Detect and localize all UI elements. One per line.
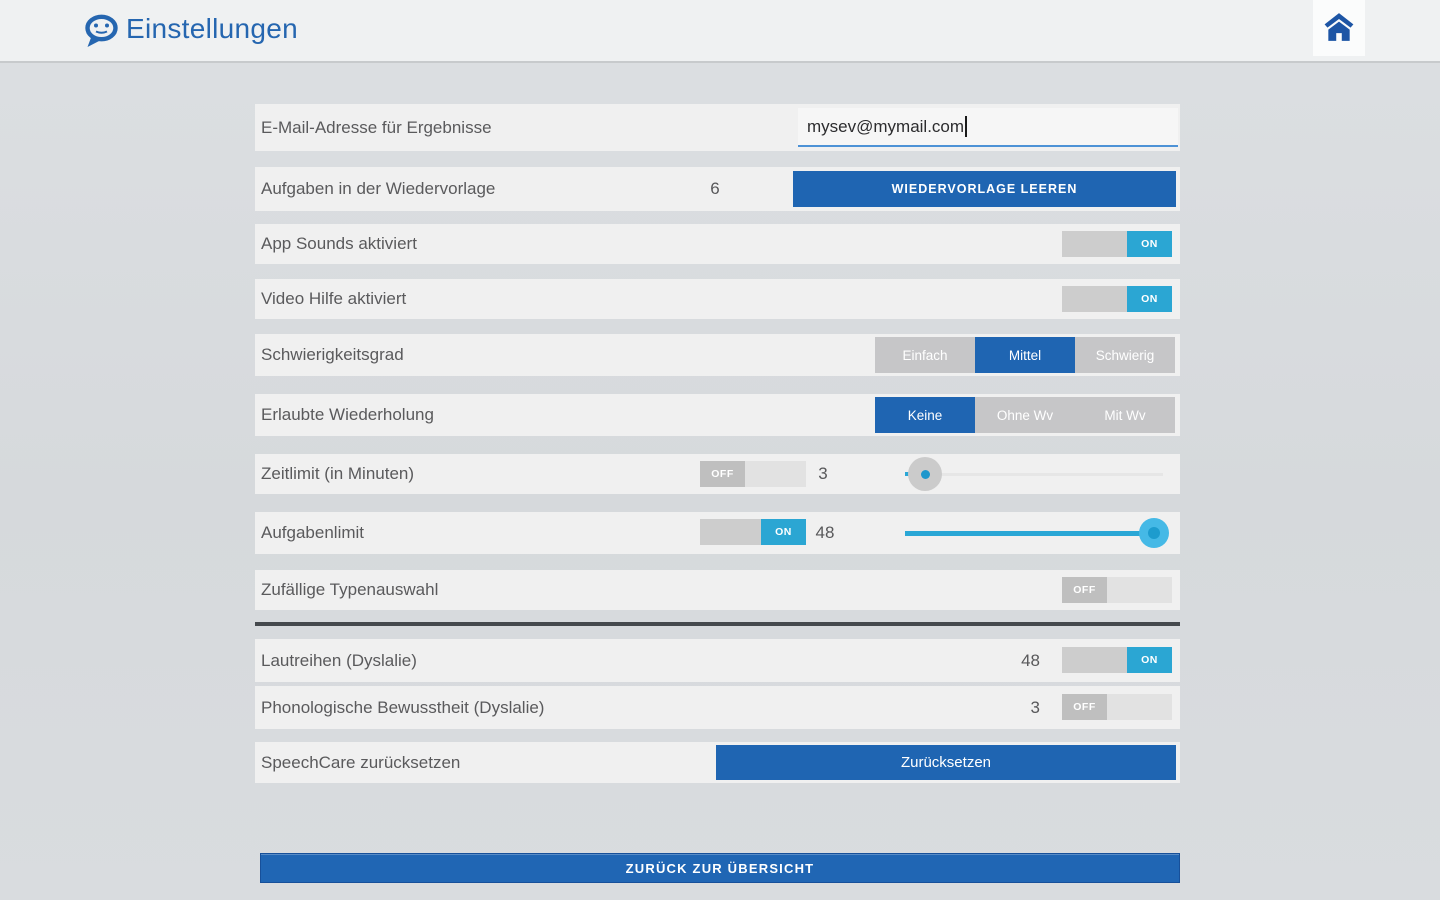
section-divider: [255, 622, 1180, 626]
zeitlimit-label: Zeitlimit (in Minuten): [261, 464, 415, 483]
slider-thumb[interactable]: [1139, 518, 1169, 548]
row-schwierigkeitsgrad: Schwierigkeitsgrad Einfach Mittel Schwie…: [255, 334, 1180, 376]
zeitlimit-toggle[interactable]: OFF: [700, 461, 806, 487]
aufgabenlimit-value: 48: [815, 523, 835, 542]
segment-mit-wv[interactable]: Mit Wv: [1075, 397, 1175, 433]
phonologische-bewusstheit-label: Phonologische Bewusstheit (Dyslalie): [261, 697, 545, 717]
toggle-state-label: ON: [1127, 231, 1172, 257]
row-video-hilfe: Video Hilfe aktiviert ON: [255, 279, 1180, 319]
toggle-state-label: OFF: [1062, 694, 1107, 720]
lautreihen-label: Lautreihen (Dyslalie): [261, 650, 417, 670]
segment-ohne-wv[interactable]: Ohne Wv: [975, 397, 1075, 433]
wiedervorlage-count: 6: [710, 179, 720, 198]
slider-fill: [905, 531, 1155, 536]
reset-label: SpeechCare zurücksetzen: [261, 752, 461, 772]
row-erlaubte-wiederholung: Erlaubte Wiederholung Keine Ohne Wv Mit …: [255, 394, 1180, 436]
phonologische-bewusstheit-toggle[interactable]: OFF: [1062, 694, 1172, 720]
row-phonologische-bewusstheit: Phonologische Bewusstheit (Dyslalie) 3 O…: [255, 686, 1180, 729]
zeitlimit-slider[interactable]: [905, 454, 1175, 494]
back-to-overview-button[interactable]: ZURÜCK ZUR ÜBERSICHT: [260, 853, 1180, 883]
segment-mittel[interactable]: Mittel: [975, 337, 1075, 373]
home-button[interactable]: [1313, 0, 1365, 56]
slider-track: [905, 473, 1163, 476]
email-value: mysev@mymail.com: [807, 116, 965, 136]
aufgabenlimit-label: Aufgabenlimit: [261, 523, 365, 542]
row-app-sounds: App Sounds aktiviert ON: [255, 224, 1180, 264]
text-caret: [965, 116, 968, 137]
slider-thumb[interactable]: [908, 457, 942, 491]
row-zeitlimit: Zeitlimit (in Minuten) OFF 3: [255, 454, 1180, 494]
app-sounds-toggle[interactable]: ON: [1062, 231, 1172, 257]
toggle-state-label: ON: [1127, 286, 1172, 312]
row-wiedervorlage: Aufgaben in der Wiedervorlage 6 WIEDERVO…: [255, 167, 1180, 211]
toggle-state-label: OFF: [1062, 577, 1107, 603]
app-sounds-label: App Sounds aktiviert: [261, 234, 417, 253]
row-aufgabenlimit: Aufgabenlimit ON 48: [255, 512, 1180, 554]
segment-einfach[interactable]: Einfach: [875, 337, 975, 373]
toggle-state-label: ON: [1127, 647, 1172, 673]
erlaubte-wiederholung-segmented: Keine Ohne Wv Mit Wv: [875, 397, 1175, 433]
lautreihen-toggle[interactable]: ON: [1062, 647, 1172, 673]
row-lautreihen: Lautreihen (Dyslalie) 48 ON: [255, 639, 1180, 682]
schwierigkeitsgrad-segmented: Einfach Mittel Schwierig: [875, 337, 1175, 373]
page-title: Einstellungen: [126, 13, 299, 44]
wiedervorlage-leeren-button[interactable]: WIEDERVORLAGE LEEREN: [793, 171, 1176, 207]
lautreihen-value: 48: [1021, 650, 1040, 670]
row-email: E-Mail-Adresse für Ergebnisse mysev@myma…: [255, 104, 1180, 151]
phonologische-bewusstheit-value: 3: [1030, 697, 1040, 717]
zufaellige-typenauswahl-label: Zufällige Typenauswahl: [261, 580, 439, 599]
segment-schwierig[interactable]: Schwierig: [1075, 337, 1175, 373]
video-hilfe-toggle[interactable]: ON: [1062, 286, 1172, 312]
erlaubte-wiederholung-label: Erlaubte Wiederholung: [261, 405, 434, 424]
zufaellige-typenauswahl-toggle[interactable]: OFF: [1062, 577, 1172, 603]
email-input[interactable]: mysev@mymail.com: [798, 108, 1178, 147]
app-header: Einstellungen: [0, 0, 1440, 63]
zeitlimit-value: 3: [818, 464, 828, 483]
speech-bubble-icon: [84, 14, 120, 50]
home-icon: [1323, 12, 1355, 45]
segment-keine[interactable]: Keine: [875, 397, 975, 433]
email-label: E-Mail-Adresse für Ergebnisse: [261, 117, 492, 137]
wiedervorlage-label: Aufgaben in der Wiedervorlage: [261, 179, 496, 198]
reset-button[interactable]: Zurücksetzen: [716, 745, 1176, 780]
toggle-state-label: ON: [761, 519, 806, 545]
video-hilfe-label: Video Hilfe aktiviert: [261, 289, 407, 308]
row-reset: SpeechCare zurücksetzen Zurücksetzen: [255, 742, 1180, 783]
toggle-state-label: OFF: [700, 461, 745, 487]
schwierigkeitsgrad-label: Schwierigkeitsgrad: [261, 345, 404, 364]
row-zufaellige-typenauswahl: Zufällige Typenauswahl OFF: [255, 570, 1180, 610]
aufgabenlimit-toggle[interactable]: ON: [700, 519, 806, 545]
aufgabenlimit-slider[interactable]: [905, 512, 1175, 554]
